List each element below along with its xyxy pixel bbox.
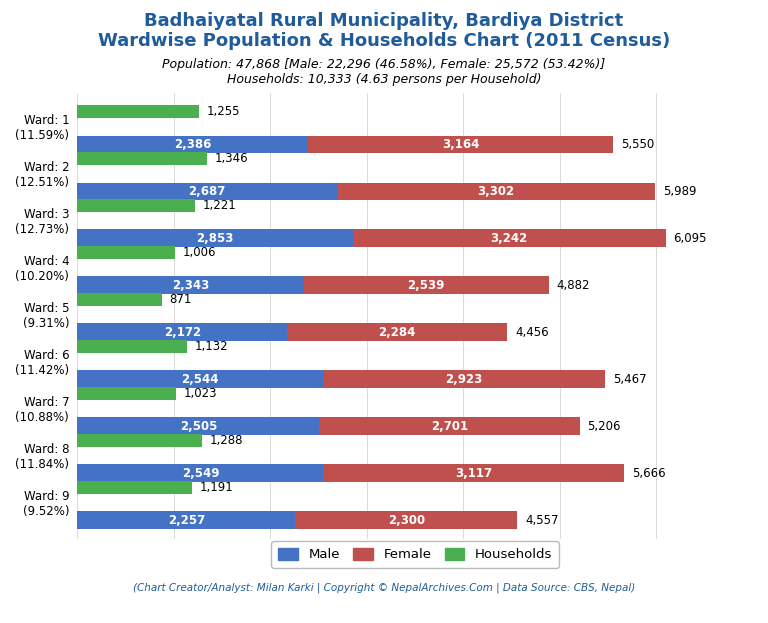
Text: 2,549: 2,549 [182,467,219,480]
Text: 2,284: 2,284 [379,326,416,339]
Text: 2,300: 2,300 [388,513,425,526]
Bar [78,464,323,482]
Text: 1,255: 1,255 [207,105,240,118]
Text: 1,023: 1,023 [184,387,217,400]
Text: 3,302: 3,302 [478,185,515,198]
Bar [78,277,303,294]
Bar [78,387,176,400]
Text: Badhaiyatal Rural Municipality, Bardiya District: Badhaiyatal Rural Municipality, Bardiya … [144,12,624,31]
Text: 1,221: 1,221 [203,199,237,212]
Bar [78,183,337,201]
Text: 871: 871 [169,293,191,306]
Bar [287,323,508,341]
Bar [78,417,319,435]
Text: 2,343: 2,343 [172,279,209,292]
Text: 4,882: 4,882 [556,279,590,292]
Text: 2,386: 2,386 [174,138,211,151]
Bar [323,370,605,388]
Text: 2,701: 2,701 [431,420,468,433]
Text: 2,505: 2,505 [180,420,217,433]
Text: Population: 47,868 [Male: 22,296 (46.58%), Female: 25,572 (53.42%)]: Population: 47,868 [Male: 22,296 (46.58%… [162,58,606,71]
Bar [78,480,193,494]
Bar [78,511,295,529]
Bar [78,229,353,247]
Text: 5,550: 5,550 [621,138,654,151]
Text: 1,132: 1,132 [194,340,228,353]
Bar [337,183,655,201]
Bar [78,370,323,388]
Text: 6,095: 6,095 [674,232,707,245]
Text: 1,191: 1,191 [200,481,234,493]
Bar [295,511,517,529]
Bar [319,417,580,435]
Text: 5,666: 5,666 [632,467,666,480]
Bar [78,293,161,306]
Bar [78,340,187,353]
Text: 5,206: 5,206 [588,420,621,433]
Bar [78,246,174,259]
Text: 2,687: 2,687 [188,185,226,198]
Text: 2,853: 2,853 [197,232,233,245]
Text: 2,544: 2,544 [181,373,219,386]
Text: Households: 10,333 (4.63 persons per Household): Households: 10,333 (4.63 persons per Hou… [227,73,541,86]
Bar [323,464,624,482]
Text: 2,539: 2,539 [407,279,445,292]
Legend: Male, Female, Households: Male, Female, Households [271,541,559,568]
Text: (Chart Creator/Analyst: Milan Karki | Copyright © NepalArchives.Com | Data Sourc: (Chart Creator/Analyst: Milan Karki | Co… [133,583,635,593]
Text: Wardwise Population & Households Chart (2011 Census): Wardwise Population & Households Chart (… [98,32,670,50]
Bar [303,277,548,294]
Bar [353,229,666,247]
Bar [78,105,199,118]
Bar [78,199,195,212]
Text: 2,923: 2,923 [445,373,482,386]
Text: 2,257: 2,257 [167,513,205,526]
Text: 4,557: 4,557 [525,513,558,526]
Text: 5,467: 5,467 [613,373,647,386]
Text: 4,456: 4,456 [515,326,549,339]
Text: 1,288: 1,288 [210,434,243,447]
Bar [78,434,202,447]
Text: 1,346: 1,346 [215,152,249,165]
Bar [308,136,613,153]
Text: 3,117: 3,117 [455,467,492,480]
Bar [78,136,308,153]
Text: 2,172: 2,172 [164,326,200,339]
Text: 5,989: 5,989 [663,185,697,198]
Bar [78,323,287,341]
Text: 1,006: 1,006 [182,246,216,259]
Text: 3,164: 3,164 [442,138,479,151]
Text: 3,242: 3,242 [491,232,528,245]
Bar [78,152,207,165]
